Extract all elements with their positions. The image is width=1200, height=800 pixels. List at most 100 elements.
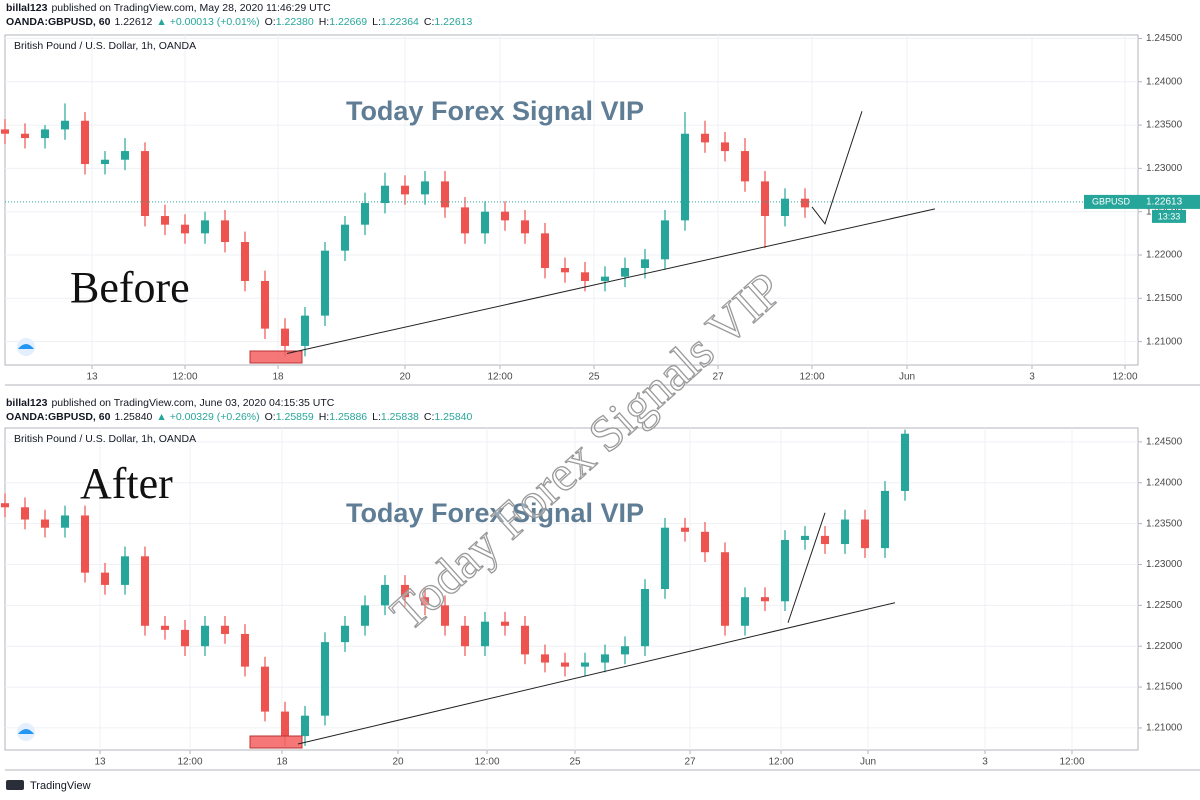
candle-body xyxy=(461,625,469,647)
x-tick-label: 12:00 xyxy=(768,757,793,768)
candle-body xyxy=(701,133,709,143)
price-tag xyxy=(1138,194,1200,209)
ohlc-value: 1.25886 xyxy=(329,411,367,423)
x-tick-label: 12:00 xyxy=(799,372,824,383)
candle-body xyxy=(441,605,449,626)
y-tick-label: 1.21000 xyxy=(1146,723,1183,734)
candle-body xyxy=(221,625,229,634)
candle-body xyxy=(41,129,49,139)
ohlc-value: 1.25859 xyxy=(276,411,314,423)
x-tick-label: 13 xyxy=(94,757,106,768)
change: ▲ +0.00329 (+0.26%) xyxy=(156,411,259,423)
candle-body xyxy=(241,633,249,667)
time-tag xyxy=(1152,209,1186,223)
candle-body xyxy=(261,280,269,329)
pane xyxy=(4,427,1139,751)
candle-body xyxy=(581,272,589,281)
candle-body xyxy=(201,220,209,234)
candle-body xyxy=(321,250,329,316)
price-tag-text: 1.22613 xyxy=(1146,197,1183,208)
candle-body xyxy=(321,642,329,716)
publish-line: billal123 published on TradingView.com, M… xyxy=(6,2,331,14)
x-tick-label: 18 xyxy=(276,757,288,768)
candle-body xyxy=(741,151,749,182)
y-tick-label: 1.23000 xyxy=(1146,559,1183,570)
phase-label: After xyxy=(80,459,173,508)
y-tick-label: 1.23500 xyxy=(1146,120,1183,131)
pane-label: British Pound / U.S. Dollar, 1h, OANDA xyxy=(14,433,196,445)
candle-body xyxy=(801,535,809,540)
candle-body xyxy=(901,433,909,491)
candle-body xyxy=(821,535,829,545)
candle-body xyxy=(721,142,729,152)
candle-body xyxy=(601,654,609,663)
candle-body xyxy=(561,267,569,273)
published-info: published on TradingView.com, May 28, 20… xyxy=(51,2,331,14)
ohlc-value: 1.22613 xyxy=(434,16,472,28)
candle-body xyxy=(421,181,429,195)
candle-body xyxy=(1,129,9,134)
candle-body xyxy=(101,572,109,585)
ohlc-label: C: xyxy=(424,16,435,28)
candle-body xyxy=(61,120,69,130)
candle-body xyxy=(501,621,509,626)
footer-logo xyxy=(6,780,24,790)
candle-body xyxy=(141,556,149,626)
ohlc-value: 1.22364 xyxy=(381,16,419,28)
price: 1.25840 xyxy=(114,411,152,423)
candle-body xyxy=(201,625,209,647)
candle-body xyxy=(781,198,789,217)
candle-body xyxy=(581,662,589,667)
symbol: OANDA:GBPUSD, 60 xyxy=(6,16,111,28)
candle-body xyxy=(121,151,129,160)
price: 1.22612 xyxy=(114,16,152,28)
ohlc-value: 1.22380 xyxy=(276,16,314,28)
candle-body xyxy=(781,539,789,602)
x-tick-label: Jun xyxy=(899,372,915,383)
x-tick-label: 12:00 xyxy=(172,372,197,383)
author: billal123 xyxy=(6,397,48,409)
ohlc-value: 1.22669 xyxy=(329,16,367,28)
candle-body xyxy=(181,224,189,234)
candle-body xyxy=(641,259,649,268)
candle-body xyxy=(41,519,49,528)
trendline xyxy=(297,602,896,745)
signal-title: Today Forex Signal VIP xyxy=(346,498,644,528)
candle-body xyxy=(241,242,249,281)
x-tick-label: 3 xyxy=(1029,372,1035,383)
symbol-line: OANDA:GBPUSD, 60 1.22612 ▲ +0.00013 (+0.01… xyxy=(6,16,473,28)
symbol-line: OANDA:GBPUSD, 60 1.25840 ▲ +0.00329 (+0.26… xyxy=(6,411,473,423)
candle-body xyxy=(621,267,629,277)
symbol-tag xyxy=(1084,194,1138,209)
candle-body xyxy=(701,531,709,553)
candle-body xyxy=(881,490,889,549)
x-tick-label: 12:00 xyxy=(487,372,512,383)
x-tick-label: 25 xyxy=(569,757,581,768)
candle-body xyxy=(361,203,369,225)
candle-body xyxy=(61,515,69,528)
candle-body xyxy=(681,133,689,221)
candle-body xyxy=(861,519,869,549)
x-tick-label: 12:00 xyxy=(1059,757,1084,768)
y-tick-label: 1.23500 xyxy=(1146,518,1183,529)
pane-label: British Pound / U.S. Dollar, 1h, OANDA xyxy=(14,40,196,52)
candle-body xyxy=(381,584,389,606)
y-tick-label: 1.24500 xyxy=(1146,437,1183,448)
candle-body xyxy=(541,654,549,663)
candle-body xyxy=(21,133,29,139)
x-tick-label: 12:00 xyxy=(1112,372,1137,383)
ohlc-label: O: xyxy=(265,411,276,423)
y-tick-label: 1.24000 xyxy=(1146,76,1183,87)
time-tag-text: 13:33 xyxy=(1158,211,1181,221)
candle-body xyxy=(221,220,229,243)
candle-body xyxy=(661,220,669,260)
candle-body xyxy=(761,181,769,217)
candle-body xyxy=(541,233,549,268)
candle-body xyxy=(301,315,309,346)
y-tick-label: 1.22000 xyxy=(1146,641,1183,652)
candle-body xyxy=(281,711,289,737)
candle-body xyxy=(341,224,349,251)
ohlc-label: H: xyxy=(319,411,330,423)
signal-title: Today Forex Signal VIP xyxy=(346,96,644,126)
